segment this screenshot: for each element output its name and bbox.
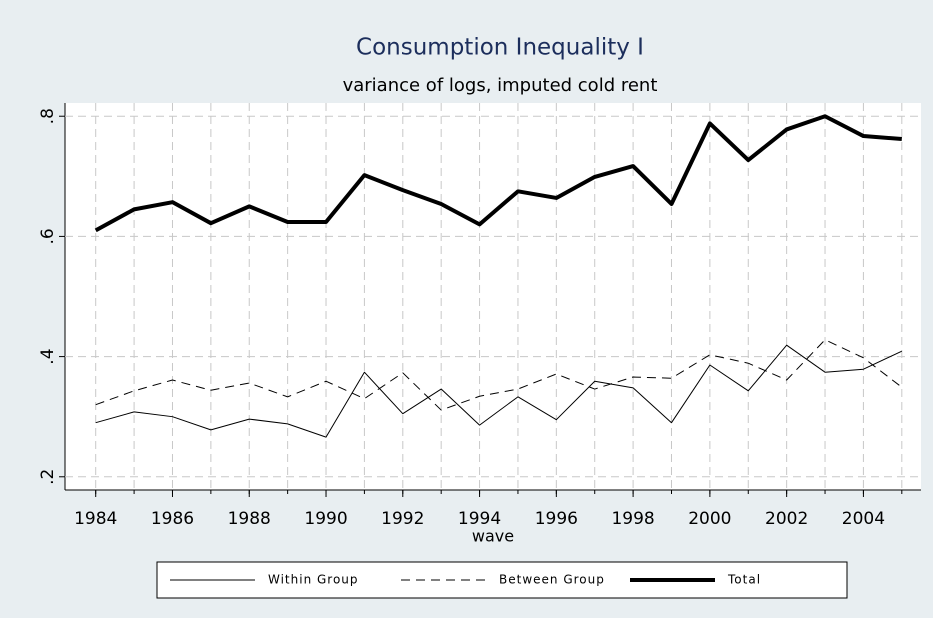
y-tick-label: .2 [38, 469, 58, 485]
chart-title: Consumption Inequality I [356, 35, 644, 61]
series-line [95, 344, 903, 438]
legend-label: Between Group [499, 573, 605, 587]
y-tick-label: .4 [38, 348, 58, 364]
legend-label: Within Group [268, 573, 359, 587]
legend [156, 561, 848, 599]
x-tick-label: 1998 [611, 509, 654, 529]
legend-label: Total [727, 573, 761, 587]
x-tick-label: 1986 [151, 509, 194, 529]
plot-area [65, 103, 921, 490]
series-line [94, 114, 902, 233]
x-tick-label: 1992 [381, 509, 424, 529]
series-line [95, 339, 903, 411]
x-tick-label: 1988 [228, 509, 271, 529]
x-tick-label: 1990 [304, 509, 347, 529]
x-tick-label: 1984 [74, 509, 117, 529]
chart-subtitle: variance of logs, imputed cold rent [343, 75, 658, 96]
x-tick-label: 1994 [458, 509, 501, 529]
x-tick-label: 2000 [688, 509, 731, 529]
y-tick-label: .6 [38, 228, 58, 244]
y-tick-label: .8 [38, 108, 58, 124]
x-tick-label: 2004 [842, 509, 885, 529]
x-tick-label: 2002 [765, 509, 808, 529]
x-tick-label: 1996 [535, 509, 578, 529]
x-axis-title: wave [472, 527, 514, 546]
